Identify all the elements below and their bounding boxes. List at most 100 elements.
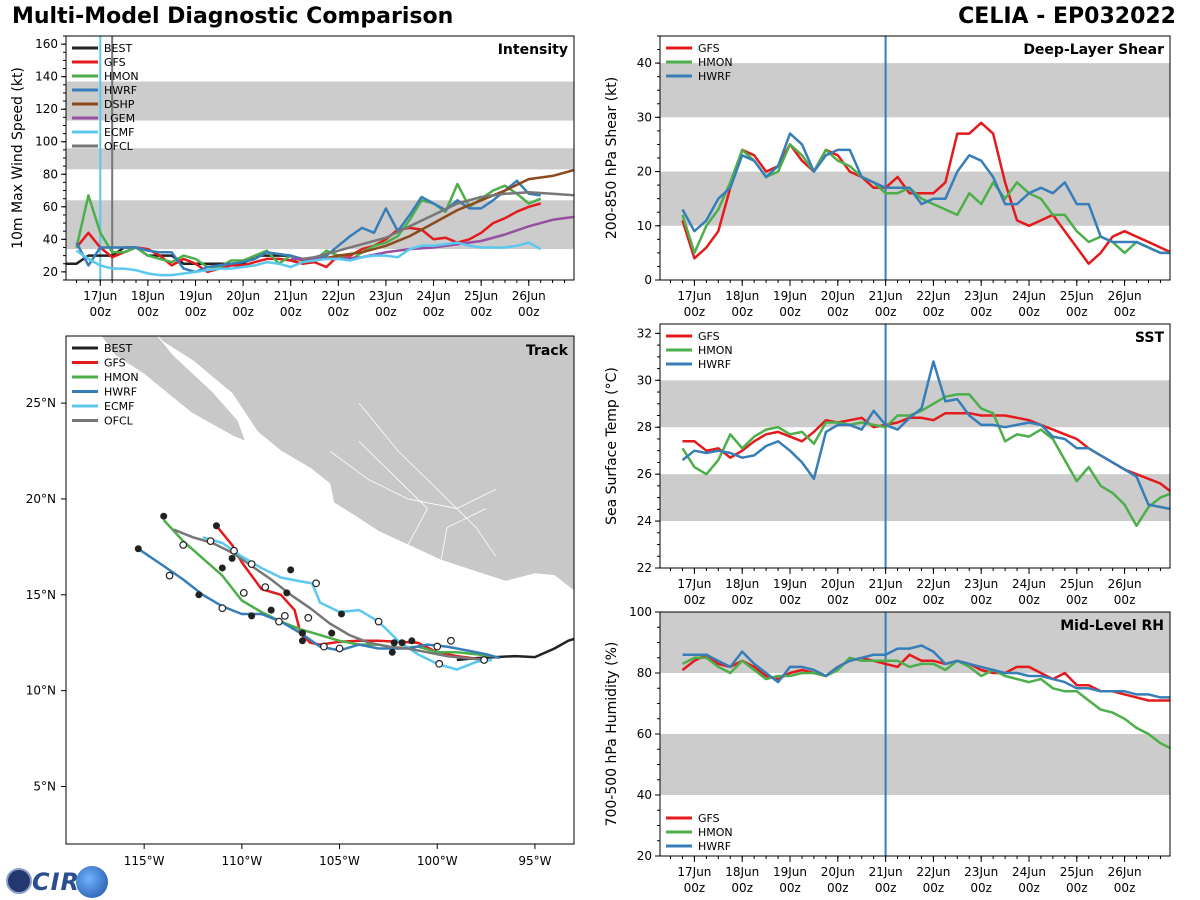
y-tick-label: 40 [637,788,652,802]
track-marker-open [304,613,313,622]
y-tick-label: 22 [637,561,652,575]
y-tick-label: 40 [43,232,58,246]
x-tick-label: 26Jun [1108,865,1142,879]
legend-label: HMON [698,56,733,69]
legend-label: HWRF [104,84,137,97]
panel-shear: 0 10 20 30 40 17Jun 00z 18Jun 00z 19Jun 00z 20Jun 00… [604,35,1171,319]
x-tick-label: 17Jun [83,289,117,303]
series-line-hwrf [681,132,1170,255]
legend-label: HMON [104,70,139,83]
storm-id-title: CELIA - EP032022 [958,4,1176,29]
series-group [66,168,574,277]
x-tick-label: 19Jun [178,289,212,303]
legend-label: GFS [698,42,720,55]
series-line-hwrf [682,644,1170,699]
track-marker-filled [248,612,256,620]
track-marker-open [480,656,489,664]
legend-label: GFS [698,330,720,343]
y-tick-label: 28 [637,420,652,434]
y-tick-label: 100 [629,605,652,619]
track-marker-filled [398,639,406,647]
y-tick-label: 10°N [26,684,56,698]
track-marker-filled [195,591,203,599]
cira-logo: CIRA [4,864,114,898]
track-marker-open [374,617,383,626]
series-line-hmon [681,393,1170,528]
track-marker-open [247,560,256,569]
x-tick-label: 110°W [221,854,262,868]
track-marker-open [239,588,248,597]
y-tick-label: 30 [637,110,652,124]
track-marker-open [280,611,289,620]
y-axis-label: 200-850 hPa Shear (kt) [604,77,620,239]
land-mass [152,336,574,606]
legend-label: BEST [104,342,132,355]
track-marker-open [320,642,328,651]
track-marker-open [435,659,444,668]
series-line-ecmf [75,241,542,277]
x-tick-label: 21Jun [869,577,903,591]
x-tick-label: 00z [1066,881,1088,895]
x-tick-label: 00z [970,305,992,319]
track-marker-filled [390,639,398,647]
track-marker-open [165,571,174,580]
shaded-band [66,81,574,121]
globe-icon [76,866,108,898]
x-tick-label: 00z [923,305,945,319]
legend-label: GFS [104,357,126,370]
x-tick-label: 22Jun [916,865,950,879]
x-tick-label: 00z [731,881,753,895]
series-group [681,644,1170,750]
x-tick-label: 00z [89,305,111,319]
track-marker-filled [287,566,295,574]
x-tick-label: 00z [1018,305,1040,319]
track-line-ofcl [173,528,487,662]
x-tick-label: 00z [779,881,801,895]
track-marker-filled [328,629,336,637]
y-axis-label: 700-500 hPa Humidity (%) [604,642,620,827]
x-tick-label: 00z [1018,593,1040,607]
track-marker-open [218,604,227,613]
y-axis-label: 10m Max Wind Speed (kt) [10,67,26,249]
track-marker-open [433,642,442,651]
track-line-best [456,637,574,662]
legend-label: ECMF [104,400,134,413]
legend-label: HWRF [698,358,731,371]
x-tick-label: 00z [518,305,540,319]
legend-label: GFS [104,56,126,69]
x-tick-label: 00z [1114,881,1136,895]
x-tick-label: 00z [875,305,897,319]
y-tick-label: 100 [35,135,58,149]
x-tick-label: 00z [827,305,849,319]
x-tick-label: 21Jun [274,289,308,303]
x-tick-label: 105°W [319,854,360,868]
track-marker-filled [298,637,306,645]
state-border [440,508,487,561]
y-tick-label: 26 [637,467,652,481]
x-tick-label: 100°W [417,854,458,868]
legend-label: ECMF [104,126,134,139]
shaded-band [660,474,1170,522]
x-tick-label: 00z [328,305,350,319]
x-tick-label: 22Jun [321,289,355,303]
track-marker-filled [160,512,168,520]
legend-label: HMON [698,826,733,839]
track-marker-open [206,537,215,546]
x-tick-label: 00z [684,593,706,607]
state-border [329,450,497,509]
x-tick-label: 00z [1114,305,1136,319]
y-tick-label: 10 [637,219,652,233]
track-marker-filled [298,629,306,637]
x-tick-label: 22Jun [916,289,950,303]
x-tick-label: 26Jun [512,289,546,303]
x-tick-label: 00z [875,593,897,607]
x-tick-label: 18Jun [131,289,165,303]
track-marker-open [179,541,188,549]
track-marker-open [230,546,238,555]
track-marker-filled [228,554,236,562]
panel-label: Track [526,343,569,359]
x-tick-label: 00z [779,593,801,607]
track-marker-open [261,583,270,592]
